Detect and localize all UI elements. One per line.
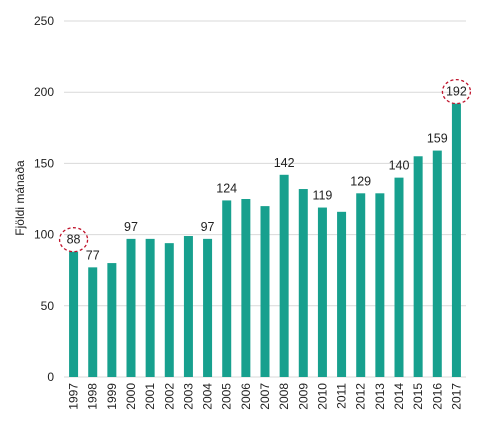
data-label: 129 bbox=[350, 174, 371, 188]
data-label: 124 bbox=[216, 181, 237, 195]
y-tick-label: 200 bbox=[34, 85, 54, 99]
x-tick-label: 2015 bbox=[411, 383, 425, 410]
bar bbox=[88, 267, 98, 377]
y-axis-label: Fjöldi mánaða bbox=[13, 160, 27, 236]
x-tick-label: 1997 bbox=[67, 383, 81, 410]
bar bbox=[394, 177, 404, 377]
x-tick-label: 2009 bbox=[296, 383, 310, 410]
data-label: 142 bbox=[274, 156, 295, 170]
y-tick-label: 100 bbox=[34, 228, 54, 242]
bar bbox=[164, 243, 174, 377]
x-tick-label: 2012 bbox=[354, 383, 368, 410]
highlight-circle bbox=[441, 78, 472, 105]
highlight-circle bbox=[58, 227, 89, 253]
y-axis-ticks: 0 50 100 150 200 250 bbox=[34, 14, 54, 384]
bar bbox=[432, 150, 442, 377]
x-tick-label: 1999 bbox=[105, 383, 119, 410]
y-tick-label: 50 bbox=[41, 299, 55, 313]
bar bbox=[413, 156, 423, 377]
bar bbox=[203, 238, 213, 377]
x-tick-label: 2000 bbox=[124, 383, 138, 410]
bars bbox=[69, 103, 461, 377]
bar bbox=[126, 238, 136, 377]
bar bbox=[279, 174, 289, 377]
bar bbox=[356, 193, 366, 377]
data-label: 192 bbox=[446, 85, 467, 99]
bar bbox=[241, 199, 251, 377]
x-tick-label: 1998 bbox=[86, 383, 100, 410]
bar bbox=[260, 206, 270, 377]
x-axis-ticks: 1997 1998 1999 2000 2001 2002 2003 2004 2005 2006… bbox=[67, 383, 464, 410]
data-label: 88 bbox=[67, 233, 81, 247]
data-label: 140 bbox=[389, 159, 410, 173]
x-tick-label: 2007 bbox=[258, 383, 272, 410]
data-label: 97 bbox=[201, 220, 215, 234]
x-tick-label: 2003 bbox=[181, 383, 195, 410]
bar bbox=[145, 238, 155, 377]
data-label: 159 bbox=[427, 132, 448, 146]
y-tick-label: 0 bbox=[47, 370, 54, 384]
bar bbox=[183, 236, 193, 377]
y-tick-label: 250 bbox=[34, 14, 54, 28]
data-labels: 88 77 97 97 124 142 119 129 140 159 192 bbox=[58, 78, 472, 262]
y-tick-label: 150 bbox=[34, 156, 54, 170]
data-label: 97 bbox=[124, 220, 138, 234]
data-label: 77 bbox=[86, 248, 100, 262]
bar bbox=[451, 103, 461, 377]
x-tick-label: 2001 bbox=[143, 383, 157, 410]
x-tick-label: 2011 bbox=[335, 383, 349, 409]
x-tick-label: 2014 bbox=[392, 383, 406, 410]
x-tick-label: 2008 bbox=[277, 383, 291, 410]
bar bbox=[298, 189, 308, 377]
x-tick-label: 2017 bbox=[449, 383, 463, 410]
bar bbox=[375, 193, 385, 377]
bar bbox=[69, 251, 79, 377]
bar bbox=[317, 207, 327, 377]
x-tick-label: 2016 bbox=[430, 383, 444, 410]
x-tick-label: 2005 bbox=[220, 383, 234, 410]
data-label: 119 bbox=[312, 189, 332, 203]
bar bbox=[337, 211, 347, 377]
x-tick-label: 2002 bbox=[162, 383, 176, 410]
bar bbox=[222, 200, 232, 377]
x-tick-label: 2013 bbox=[373, 383, 387, 410]
x-tick-label: 2010 bbox=[315, 383, 329, 410]
x-tick-label: 2004 bbox=[201, 383, 215, 410]
bar bbox=[107, 263, 117, 377]
x-tick-label: 2006 bbox=[239, 383, 253, 410]
